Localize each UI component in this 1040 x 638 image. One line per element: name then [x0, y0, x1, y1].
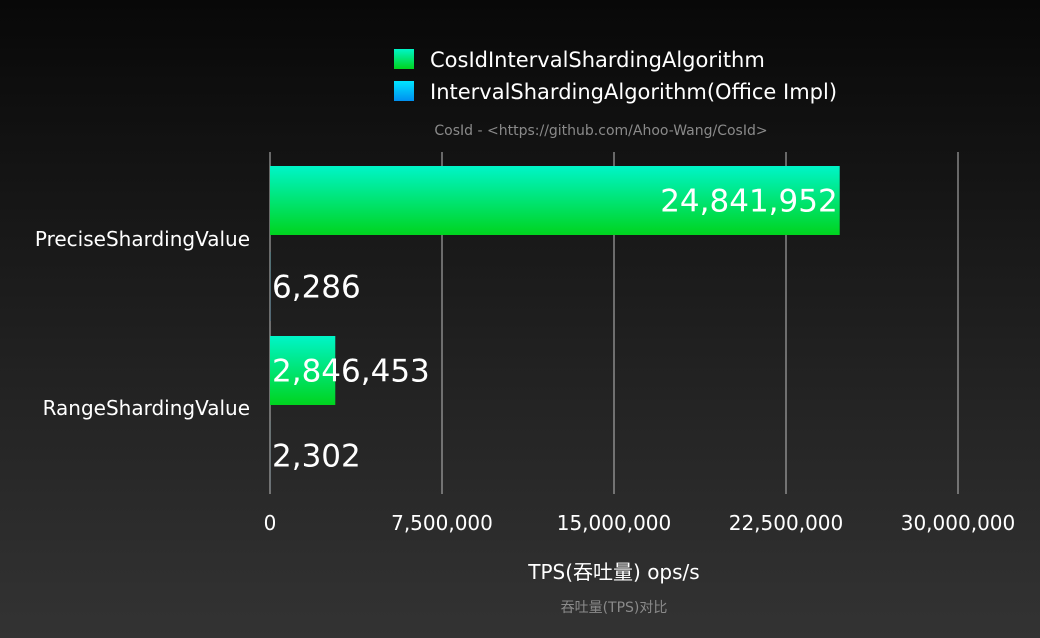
bar-cosid-range — [270, 336, 336, 405]
category-label-precise: PreciseShardingValue — [35, 227, 250, 251]
legend-swatch-cosid — [394, 49, 414, 69]
x-axis-title: TPS(吞吐量) ops/s — [527, 560, 699, 584]
chart-subtitle: CosId - <https://github.com/Ahoo-Wang/Co… — [434, 123, 767, 139]
x-tick-label: 0 — [264, 511, 277, 535]
bars — [270, 166, 840, 490]
category-label-range: RangeShardingValue — [43, 396, 250, 420]
data-label-interval-precise: 6,286 — [272, 270, 361, 306]
legend-label-cosid: CosIdIntervalShardingAlgorithm — [430, 48, 765, 72]
bar-cosid-precise — [270, 166, 840, 235]
x-tick-label: 7,500,000 — [391, 511, 493, 535]
x-tick-label: 22,500,000 — [729, 511, 844, 535]
chart-caption: 吞吐量(TPS)对比 — [561, 600, 668, 616]
legend: CosIdIntervalShardingAlgorithm IntervalS… — [394, 48, 837, 104]
legend-swatch-interval — [394, 81, 414, 101]
x-tick-label: 30,000,000 — [901, 511, 1016, 535]
data-label-cosid-precise: 24,841,952 — [660, 184, 838, 220]
x-axis-ticks: 0 7,500,000 15,000,000 22,500,000 30,000,000 — [264, 511, 1016, 535]
legend-label-interval: IntervalShardingAlgorithm(Office Impl) — [430, 80, 837, 104]
data-label-interval-range: 2,302 — [272, 439, 361, 475]
data-label-cosid-range: 2,846,453 — [272, 354, 430, 390]
x-tick-label: 15,000,000 — [557, 511, 672, 535]
